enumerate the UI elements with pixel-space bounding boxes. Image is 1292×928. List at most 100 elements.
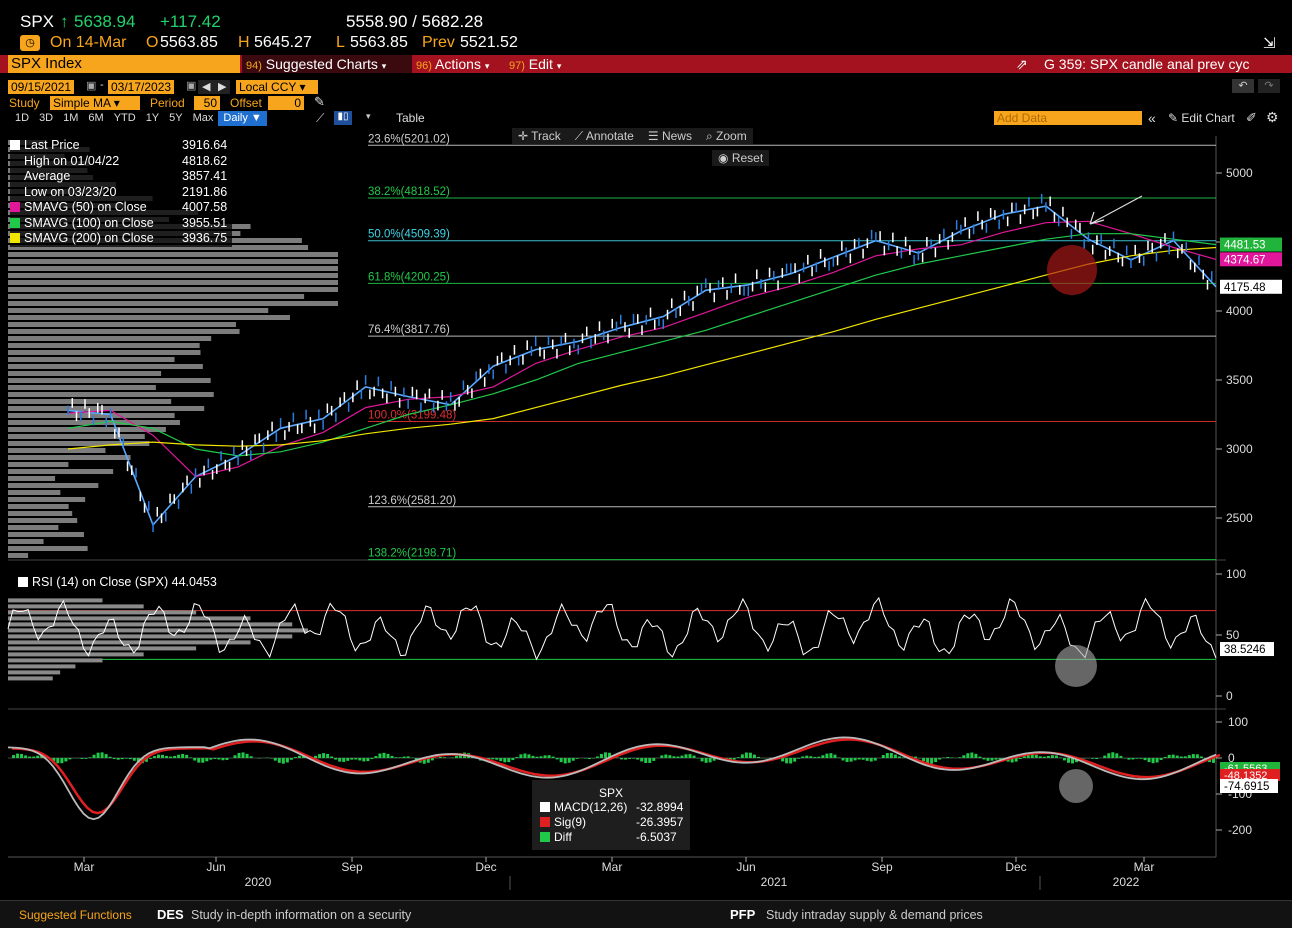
macd-diff-bar [129, 758, 132, 759]
draw-icon[interactable]: ✐ [1246, 110, 1257, 126]
suggested-charts-menu[interactable]: 94) Suggested Charts ▾ [242, 55, 412, 73]
annotate-button[interactable]: ⟋ Annotate [569, 128, 640, 144]
tab-1d[interactable]: 1D [10, 111, 34, 126]
macd-diff-bar [588, 758, 591, 759]
next-period-button[interactable]: ▶ [214, 80, 230, 94]
macd-diff-bar [644, 758, 647, 763]
macd-diff-bar [934, 758, 937, 762]
currency-select[interactable]: Local CCY ▾ [236, 80, 318, 94]
line-chart-icon[interactable]: ⟋ [316, 111, 324, 126]
tab-6m[interactable]: 6M [83, 111, 108, 126]
study-select[interactable]: Simple MA ▾ [50, 96, 140, 110]
footer-bar: Suggested Functions DES Study in-depth i… [0, 900, 1292, 928]
redo-icon[interactable]: ↷ [1258, 79, 1280, 93]
macd-diff-bar [28, 757, 31, 758]
tab-3d[interactable]: 3D [34, 111, 58, 126]
currency-value: Local CCY [239, 80, 296, 94]
undo-icon[interactable]: ↶ [1232, 79, 1254, 93]
export-icon[interactable]: ⇗ [1016, 55, 1028, 73]
actions-menu[interactable]: 96) Actions ▾ [412, 55, 506, 73]
fib-level-label: 38.2%(4818.52) [368, 186, 450, 198]
volume-profile-bar [8, 497, 85, 502]
end-date-field[interactable]: 03/17/2023 [108, 80, 174, 94]
macd-diff-bar [693, 756, 696, 758]
volume-profile-bar [8, 413, 175, 418]
tab-ytd[interactable]: YTD [109, 111, 141, 126]
macd-diff-bar [197, 758, 200, 763]
macd-diff-bar [403, 757, 406, 758]
table-button[interactable]: Table [396, 111, 425, 125]
macd-diff-bar [499, 758, 502, 761]
macd-diff-bar [225, 758, 228, 760]
annotate-label: Annotate [586, 129, 634, 143]
pencil-icon[interactable]: ✎ [314, 94, 325, 110]
clock-icon[interactable]: ◷ [20, 35, 40, 51]
calendar-icon[interactable]: ▣ [86, 79, 96, 92]
tab-1y[interactable]: 1Y [141, 111, 164, 126]
macd-diff-bar [378, 754, 381, 758]
offset-input[interactable]: 0 [268, 96, 304, 110]
legend-swatch [10, 140, 20, 150]
macd-diff-bar [962, 755, 965, 758]
des-function-desc[interactable]: Study in-depth information on a security [191, 908, 411, 922]
macd-diff-bar [1131, 758, 1134, 759]
edit-menu[interactable]: 97) Edit ▾ [505, 55, 579, 73]
pfp-function-code[interactable]: PFP [730, 907, 755, 922]
candle-chart-icon[interactable]: ▮▯ [334, 111, 352, 125]
macd-diff-bar [125, 758, 128, 759]
quote-date: On 14-Mar [50, 34, 126, 52]
macd-diff-bar [387, 754, 390, 758]
macd-diff-bar [1180, 756, 1183, 758]
open-label: O [146, 34, 158, 52]
volume-profile-bar [8, 252, 338, 257]
volume-profile-bar [8, 546, 88, 551]
macd-diff-bar [938, 758, 941, 760]
collapse-icon[interactable]: « [1148, 110, 1156, 126]
macd-diff-bar [705, 758, 708, 763]
news-button[interactable]: ☰ News [642, 128, 698, 144]
frequency-select[interactable]: Daily ▼ [218, 111, 266, 126]
macd-diff-bar [286, 758, 289, 762]
macd-diff-bar [181, 754, 184, 758]
macd-label: Diff [554, 830, 572, 844]
add-data-input[interactable]: Add Data [994, 111, 1142, 125]
gear-icon[interactable]: ⚙ [1266, 109, 1279, 126]
tab-max[interactable]: Max [188, 111, 219, 126]
macd-diff-bar [527, 754, 530, 758]
study-value: Simple MA [53, 96, 110, 110]
tab-5y[interactable]: 5Y [164, 111, 187, 126]
price-axis-label: 4000 [1226, 304, 1253, 318]
expand-icon[interactable]: ⇲ [1263, 34, 1276, 52]
macd-diff-bar [350, 758, 353, 760]
macd-diff-bar [930, 758, 933, 764]
edit-chart-button[interactable]: ✎ Edit Chart [1168, 111, 1235, 125]
rsi-highlight-circle [1055, 645, 1097, 687]
open-value: 5563.85 [160, 34, 218, 52]
reset-button[interactable]: ◉ Reset [712, 150, 769, 166]
tab-1m[interactable]: 1M [58, 111, 83, 126]
fib-level-label: 76.4%(3817.76) [368, 324, 450, 336]
des-function-code[interactable]: DES [157, 907, 184, 922]
macd-diff-bar [842, 758, 845, 760]
macd-diff-bar [326, 754, 329, 758]
start-date-field[interactable]: 09/15/2021 [8, 80, 74, 94]
prev-period-button[interactable]: ◀ [198, 80, 214, 94]
macd-diff-bar [491, 758, 494, 759]
pfp-function-desc[interactable]: Study intraday supply & demand prices [766, 908, 983, 922]
ticker-field[interactable]: SPX Index [8, 55, 240, 73]
macd-diff-bar [290, 758, 293, 760]
macd-diff-bar [741, 754, 744, 758]
up-arrow-icon: ↑ [60, 12, 69, 32]
macd-diff-bar [294, 757, 297, 758]
menu-num: 94) [246, 60, 262, 72]
macd-diff-bar [552, 757, 555, 758]
track-button[interactable]: ✛ Track [512, 128, 567, 144]
period-input[interactable]: 50 [194, 96, 220, 110]
macd-diff-bar [12, 755, 15, 758]
macd-diff-bar [833, 755, 836, 758]
calendar-icon[interactable]: ▣ [186, 79, 196, 92]
chevron-down-icon[interactable]: ▾ [366, 111, 371, 122]
macd-diff-bar [854, 758, 857, 760]
zoom-button[interactable]: ⌕ Zoom [700, 128, 753, 144]
